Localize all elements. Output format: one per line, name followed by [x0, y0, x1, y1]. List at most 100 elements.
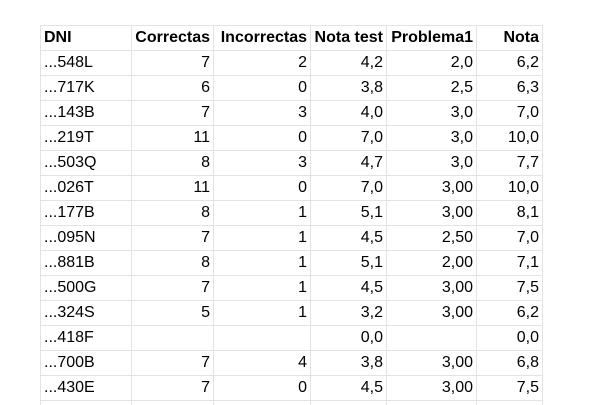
cell-correctas[interactable]: 11: [131, 125, 214, 151]
cell-dni[interactable]: ...: [40, 400, 132, 405]
cell-problema1[interactable]: 3,0: [386, 150, 477, 176]
cell-correctas[interactable]: 8: [131, 250, 214, 276]
cell-problema1[interactable]: [386, 400, 477, 405]
cell-incorrectas[interactable]: 1: [213, 275, 311, 301]
table-row: ...430E 7 0 4,5 3,00 7,5: [40, 375, 543, 401]
cell-correctas[interactable]: [131, 400, 214, 405]
cell-nota-test[interactable]: 4,5: [310, 225, 387, 251]
table-row: ...095N 7 1 4,5 2,50 7,0: [40, 225, 543, 251]
cell-nota[interactable]: 7,5: [476, 275, 543, 301]
cell-correctas[interactable]: 6: [131, 75, 214, 101]
cell-nota-test[interactable]: 3,8: [310, 350, 387, 376]
cell-dni[interactable]: ...503Q: [40, 150, 132, 176]
table-row: ...143B 7 3 4,0 3,0 7,0: [40, 100, 543, 126]
cell-correctas[interactable]: 7: [131, 350, 214, 376]
cell-dni[interactable]: ...095N: [40, 225, 132, 251]
cell-nota[interactable]: 10,0: [476, 175, 543, 201]
cell-nota-test[interactable]: [310, 400, 387, 405]
cell-nota[interactable]: 8,1: [476, 200, 543, 226]
cell-incorrectas[interactable]: 3: [213, 150, 311, 176]
cell-incorrectas[interactable]: 1: [213, 200, 311, 226]
cell-dni[interactable]: ...219T: [40, 125, 132, 151]
cell-dni[interactable]: ...881B: [40, 250, 132, 276]
cell-incorrectas[interactable]: 4: [213, 350, 311, 376]
cell-nota[interactable]: 6,2: [476, 50, 543, 76]
cell-correctas[interactable]: 8: [131, 150, 214, 176]
cell-problema1[interactable]: 3,00: [386, 200, 477, 226]
cell-nota-test[interactable]: 4,5: [310, 275, 387, 301]
cell-dni[interactable]: ...177B: [40, 200, 132, 226]
cell-nota[interactable]: 7,0: [476, 225, 543, 251]
cell-correctas[interactable]: 5: [131, 300, 214, 326]
cell-problema1[interactable]: [386, 325, 477, 351]
cell-nota-test[interactable]: 5,1: [310, 250, 387, 276]
cell-incorrectas[interactable]: 0: [213, 75, 311, 101]
header-dni[interactable]: DNI: [40, 25, 132, 51]
cell-incorrectas[interactable]: 0: [213, 375, 311, 401]
cell-nota-test[interactable]: 4,0: [310, 100, 387, 126]
cell-problema1[interactable]: 2,0: [386, 50, 477, 76]
cell-nota[interactable]: 7,0: [476, 100, 543, 126]
header-problema1[interactable]: Problema1: [386, 25, 477, 51]
cell-nota[interactable]: 6,3: [476, 75, 543, 101]
cell-correctas[interactable]: 7: [131, 100, 214, 126]
cell-incorrectas[interactable]: 1: [213, 250, 311, 276]
header-nota[interactable]: Nota: [476, 25, 543, 51]
cell-nota-test[interactable]: 5,1: [310, 200, 387, 226]
cell-dni[interactable]: ...548L: [40, 50, 132, 76]
cell-incorrectas[interactable]: [213, 400, 311, 405]
cell-nota[interactable]: 6,2: [476, 300, 543, 326]
header-correctas[interactable]: Correctas: [131, 25, 214, 51]
cell-problema1[interactable]: 3,00: [386, 375, 477, 401]
cell-dni[interactable]: ...430E: [40, 375, 132, 401]
cell-incorrectas[interactable]: 1: [213, 225, 311, 251]
cell-nota-test[interactable]: 3,8: [310, 75, 387, 101]
cell-nota[interactable]: 10,0: [476, 125, 543, 151]
cell-dni[interactable]: ...418F: [40, 325, 132, 351]
cell-nota-test[interactable]: 4,7: [310, 150, 387, 176]
cell-problema1[interactable]: 3,00: [386, 300, 477, 326]
cell-problema1[interactable]: 2,00: [386, 250, 477, 276]
cell-incorrectas[interactable]: 3: [213, 100, 311, 126]
cell-incorrectas[interactable]: 1: [213, 300, 311, 326]
cell-nota[interactable]: 7,5: [476, 375, 543, 401]
cell-problema1[interactable]: 3,0: [386, 100, 477, 126]
cell-correctas[interactable]: 7: [131, 50, 214, 76]
cell-nota-test[interactable]: 0,0: [310, 325, 387, 351]
cell-dni[interactable]: ...700B: [40, 350, 132, 376]
cell-nota-test[interactable]: 7,0: [310, 175, 387, 201]
cell-nota-test[interactable]: 4,2: [310, 50, 387, 76]
cell-problema1[interactable]: 3,00: [386, 350, 477, 376]
cell-problema1[interactable]: 2,5: [386, 75, 477, 101]
cell-correctas[interactable]: 7: [131, 275, 214, 301]
cell-correctas[interactable]: 8: [131, 200, 214, 226]
cell-nota[interactable]: 7,1: [476, 250, 543, 276]
cell-dni[interactable]: ...500G: [40, 275, 132, 301]
cell-correctas[interactable]: 11: [131, 175, 214, 201]
cell-problema1[interactable]: 3,0: [386, 125, 477, 151]
cell-nota-test[interactable]: 4,5: [310, 375, 387, 401]
cell-correctas[interactable]: 7: [131, 375, 214, 401]
cell-incorrectas[interactable]: 0: [213, 175, 311, 201]
table-row: ...503Q 8 3 4,7 3,0 7,7: [40, 150, 543, 176]
cell-problema1[interactable]: 3,00: [386, 175, 477, 201]
cell-incorrectas[interactable]: 0: [213, 125, 311, 151]
cell-nota[interactable]: [476, 400, 543, 405]
cell-nota-test[interactable]: 7,0: [310, 125, 387, 151]
cell-incorrectas[interactable]: [213, 325, 311, 351]
cell-problema1[interactable]: 2,50: [386, 225, 477, 251]
cell-dni[interactable]: ...143B: [40, 100, 132, 126]
header-nota-test[interactable]: Nota test: [310, 25, 387, 51]
header-incorrectas[interactable]: Incorrectas: [213, 25, 311, 51]
cell-nota[interactable]: 0,0: [476, 325, 543, 351]
cell-correctas[interactable]: [131, 325, 214, 351]
cell-correctas[interactable]: 7: [131, 225, 214, 251]
cell-nota-test[interactable]: 3,2: [310, 300, 387, 326]
cell-nota[interactable]: 7,7: [476, 150, 543, 176]
cell-dni[interactable]: ...324S: [40, 300, 132, 326]
cell-dni[interactable]: ...026T: [40, 175, 132, 201]
cell-dni[interactable]: ...717K: [40, 75, 132, 101]
cell-problema1[interactable]: 3,00: [386, 275, 477, 301]
cell-incorrectas[interactable]: 2: [213, 50, 311, 76]
cell-nota[interactable]: 6,8: [476, 350, 543, 376]
